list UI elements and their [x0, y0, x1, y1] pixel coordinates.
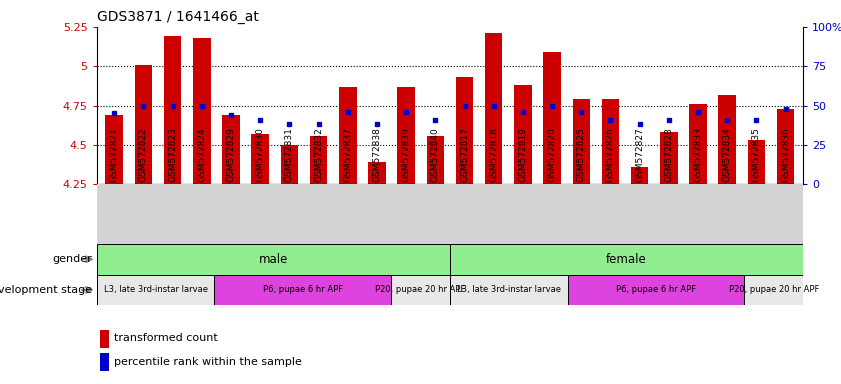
Bar	[391, 275, 450, 305]
Bar	[631, 167, 648, 184]
Text: percentile rank within the sample: percentile rank within the sample	[114, 357, 302, 367]
Bar	[251, 134, 269, 184]
Bar	[690, 104, 706, 184]
Bar	[222, 115, 240, 184]
Bar	[568, 275, 744, 305]
Bar	[426, 136, 444, 184]
Bar	[281, 145, 299, 184]
Bar	[97, 275, 214, 305]
Text: P6, pupae 6 hr APF: P6, pupae 6 hr APF	[616, 285, 696, 295]
Text: L3, late 3rd-instar larvae: L3, late 3rd-instar larvae	[103, 285, 208, 295]
Text: female: female	[606, 253, 647, 266]
Bar	[135, 65, 152, 184]
Bar	[660, 132, 678, 184]
Bar	[164, 36, 182, 184]
Text: gender: gender	[53, 254, 93, 264]
Bar	[97, 244, 450, 275]
Bar	[450, 275, 568, 305]
Text: male: male	[259, 253, 288, 266]
Bar	[744, 275, 803, 305]
Bar	[368, 162, 386, 184]
Bar	[718, 94, 736, 184]
Text: transformed count: transformed count	[114, 333, 218, 343]
Bar	[100, 353, 109, 371]
Bar	[543, 52, 561, 184]
Bar	[398, 87, 415, 184]
Text: GDS3871 / 1641466_at: GDS3871 / 1641466_at	[97, 10, 258, 25]
Text: L3, late 3rd-instar larvae: L3, late 3rd-instar larvae	[457, 285, 561, 295]
Bar	[100, 329, 109, 348]
Bar	[485, 33, 502, 184]
Bar	[339, 87, 357, 184]
Bar	[105, 115, 123, 184]
Bar	[514, 85, 532, 184]
Bar	[748, 140, 765, 184]
Bar	[214, 275, 391, 305]
Bar	[456, 77, 473, 184]
Bar	[450, 244, 803, 275]
Bar	[601, 99, 619, 184]
Text: P6, pupae 6 hr APF: P6, pupae 6 hr APF	[262, 285, 343, 295]
Bar	[309, 136, 327, 184]
Bar	[193, 38, 210, 184]
Text: development stage: development stage	[0, 285, 93, 295]
Bar	[777, 109, 795, 184]
Text: P20, pupae 20 hr APF: P20, pupae 20 hr APF	[728, 285, 819, 295]
Text: P20, pupae 20 hr APF: P20, pupae 20 hr APF	[375, 285, 466, 295]
Bar	[573, 99, 590, 184]
